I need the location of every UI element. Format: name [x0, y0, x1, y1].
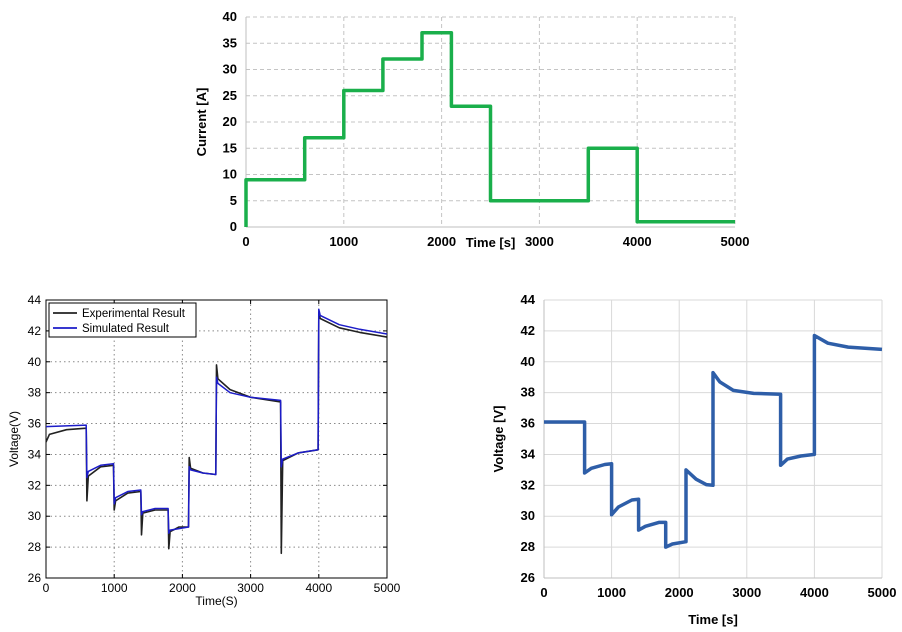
y-axis-label: Voltage [V] — [491, 406, 506, 473]
y-tick-label: 26 — [28, 571, 42, 585]
x-tick-label: 3000 — [237, 581, 264, 595]
plot-frame — [45, 299, 388, 579]
x-tick-label: 0 — [540, 585, 547, 600]
x-axis-label: Time [s] — [688, 612, 738, 627]
x-tick-label: 4000 — [800, 585, 829, 600]
y-tick-label: 5 — [230, 193, 237, 208]
x-tick-label: 3000 — [732, 585, 761, 600]
x-tick-label: 1000 — [597, 585, 626, 600]
y-tick-label: 10 — [223, 167, 237, 182]
y-axis-label: Current [A] — [194, 88, 209, 157]
series-line — [544, 333, 883, 549]
y-tick-label: 35 — [223, 35, 237, 50]
y-tick-label: 30 — [223, 62, 237, 77]
x-tick-label: 1000 — [329, 234, 358, 249]
y-tick-label: 30 — [28, 509, 42, 523]
x-tick-label: 0 — [43, 581, 50, 595]
x-tick-label: 5000 — [374, 581, 401, 595]
y-tick-label: 40 — [521, 354, 535, 369]
y-tick-label: 15 — [223, 140, 237, 155]
y-tick-label: 36 — [28, 417, 42, 431]
y-tick-label: 20 — [223, 114, 237, 129]
y-tick-label: 28 — [28, 540, 42, 554]
y-tick-label: 0 — [230, 219, 237, 234]
x-tick-label: 1000 — [101, 581, 128, 595]
legend-label: Experimental Result — [82, 308, 186, 320]
y-tick-label: 34 — [521, 446, 536, 461]
voltage-chart: 0 1000 2000 3000 4000 5000 26 28 30 32 34 36 38 40 42 4… — [491, 292, 896, 627]
x-tick-label: 2000 — [665, 585, 694, 600]
legend-label: Simulated Result — [82, 323, 170, 335]
y-tick-label: 44 — [28, 293, 42, 307]
y-tick-label: 38 — [521, 385, 535, 400]
x-tick-label: 4000 — [305, 581, 332, 595]
y-axis-label: Voltage(V) — [7, 411, 21, 467]
y-tick-label: 44 — [521, 292, 536, 307]
y-tick-label: 40 — [223, 9, 237, 24]
current-chart: 0 1000 2000 3000 4000 5000 0 5 10 15 20 25 30 35 40 Tim… — [194, 9, 749, 250]
x-tick-label: 0 — [242, 234, 249, 249]
y-tick-label: 32 — [521, 477, 535, 492]
y-tick-label: 25 — [223, 88, 237, 103]
x-axis-label: Time(S) — [195, 594, 237, 608]
y-tick-label: 42 — [28, 324, 42, 338]
legend-box — [48, 302, 197, 338]
y-tick-label: 42 — [521, 323, 535, 338]
y-tick-label: 30 — [521, 508, 535, 523]
y-tick-label: 26 — [521, 570, 535, 585]
y-tick-label: 36 — [521, 416, 535, 431]
y-tick-label: 34 — [28, 447, 42, 461]
x-tick-label: 2000 — [169, 581, 196, 595]
series-line — [244, 31, 735, 227]
x-tick-label: 3000 — [525, 234, 554, 249]
y-tick-label: 38 — [28, 386, 42, 400]
x-tick-label: 2000 — [427, 234, 456, 249]
y-tick-label: 32 — [28, 478, 42, 492]
x-tick-label: 5000 — [721, 234, 750, 249]
x-tick-label: 4000 — [623, 234, 652, 249]
x-tick-label: 5000 — [868, 585, 897, 600]
series-line-simulated-result — [45, 308, 388, 534]
y-tick-label: 28 — [521, 539, 535, 554]
x-axis-label: Time [s] — [466, 235, 516, 250]
y-tick-label: 40 — [28, 355, 42, 369]
voltage-comparison-chart: 0 1000 2000 3000 4000 5000 26 28 30 32 34 36 38 40 42 4… — [7, 293, 401, 608]
